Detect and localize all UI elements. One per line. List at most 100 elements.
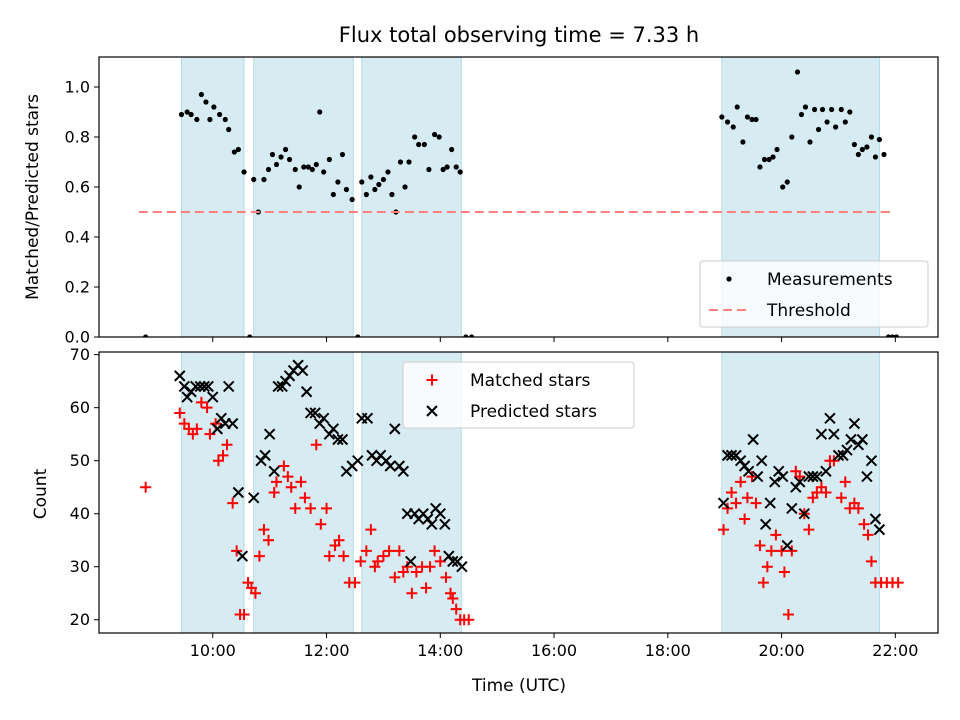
measurement-point [811, 106, 818, 113]
top-observing-band [361, 57, 462, 337]
legend-predicted-marker [426, 405, 438, 417]
matched-star-point [195, 396, 207, 408]
matched-star-point [305, 502, 317, 514]
measurement-point [216, 111, 223, 118]
matched-star-point [174, 407, 186, 419]
x-tick-label: 12:00 [303, 641, 349, 660]
measurement-point [749, 116, 755, 123]
measurement-point [286, 156, 293, 163]
matched-star-point [270, 476, 282, 488]
measurement-point [761, 156, 768, 163]
measurement-point [457, 169, 463, 175]
top-panel: 0.0 0.2 0.4 0.6 0.8 1.0 Measurements Threshold [65, 56, 939, 347]
matched-star-point [249, 587, 261, 599]
legend-label: Matched stars [470, 371, 590, 391]
bottom-legend: Matched stars Predicted stars [402, 361, 635, 429]
matched-star-point [434, 555, 446, 567]
measurement-point [730, 124, 736, 130]
matched-star-point [377, 550, 389, 562]
measurement-point [851, 141, 857, 148]
measurement-point [372, 186, 378, 193]
matched-star-point [835, 492, 847, 504]
measurement-point [468, 334, 475, 337]
measurement-point [440, 166, 446, 173]
measurement-point [876, 136, 883, 143]
predicted-star-point [447, 555, 459, 568]
measurement-point [376, 181, 382, 188]
top-axes-frame [98, 56, 939, 338]
chart-title: Flux total observing time = 7.33 h [339, 23, 699, 47]
matched-star-point [718, 524, 730, 536]
predicted-star-point [820, 465, 832, 477]
x-tick-label: 22:00 [872, 641, 918, 660]
measurement-point [339, 151, 346, 158]
measurement-point [847, 109, 853, 115]
matched-star-point [401, 561, 413, 573]
predicted-star-point [189, 380, 202, 393]
predicted-star-point [769, 476, 781, 488]
matched-star-point [803, 524, 815, 536]
predicted-star-point [861, 470, 873, 483]
measurement-point [194, 116, 200, 123]
matched-star-point [406, 587, 418, 599]
predicted-star-point [304, 407, 317, 419]
predicted-star-point [794, 476, 806, 488]
predicted-star-point [207, 391, 219, 403]
matched-star-point [333, 534, 345, 546]
predicted-star-point [178, 380, 191, 393]
measurement-point [330, 191, 336, 198]
matched-star-point [268, 487, 280, 498]
top-y-tick-label: 0.6 [65, 178, 90, 197]
x-tick-label: 18:00 [645, 641, 691, 660]
predicted-star-point [211, 423, 224, 435]
matched-star-point [839, 476, 851, 488]
bottom-y-tick-label: 60 [70, 398, 90, 417]
predicted-star-point [845, 433, 857, 446]
matched-star-point [231, 545, 243, 557]
predicted-star-point [873, 523, 886, 536]
predicted-star-point [456, 561, 468, 573]
predicted-star-point [755, 454, 768, 467]
matched-star-point [770, 529, 782, 541]
x-tick-label: 20:00 [759, 641, 805, 660]
bottom-legend-box [402, 361, 635, 429]
measurement-point [784, 179, 790, 185]
measurement-point [740, 139, 746, 145]
predicted-star-point [384, 460, 396, 472]
matched-star-point [372, 555, 384, 567]
matched-star-point [862, 529, 874, 541]
measurement-point [251, 176, 257, 183]
legend-label: Predicted stars [470, 402, 597, 422]
predicted-star-point [856, 433, 869, 446]
measurement-point [802, 104, 809, 110]
measurement-point [453, 164, 459, 170]
bottom-y-tick-label: 50 [70, 451, 90, 470]
measurement-point [282, 146, 289, 153]
measurement-point [231, 149, 237, 155]
matched-star-point [424, 561, 436, 573]
matched-star-point [892, 577, 904, 589]
predicted-star-point [742, 465, 755, 477]
measurement-point [807, 139, 813, 145]
predicted-star-point [777, 470, 789, 483]
measurement-point [855, 151, 861, 158]
measurement-point [326, 156, 332, 163]
measurement-point [207, 116, 213, 123]
matched-star-point [278, 460, 290, 472]
measurement-point [178, 111, 185, 118]
measurement-point [265, 166, 272, 173]
measurement-point [301, 164, 307, 170]
measurement-point [359, 179, 365, 185]
measurement-point [317, 109, 323, 115]
measurement-point [247, 334, 253, 337]
measurement-point [868, 134, 875, 140]
predicted-star-point [389, 423, 401, 435]
matched-star-point [778, 566, 790, 578]
predicted-star-point [721, 449, 734, 462]
predicted-star-point [869, 513, 882, 525]
measurement-point [406, 159, 412, 165]
matched-star-point [282, 471, 294, 483]
top-y-axis-label: Matched/Predicted stars [23, 94, 43, 300]
matched-star-point [383, 545, 395, 557]
